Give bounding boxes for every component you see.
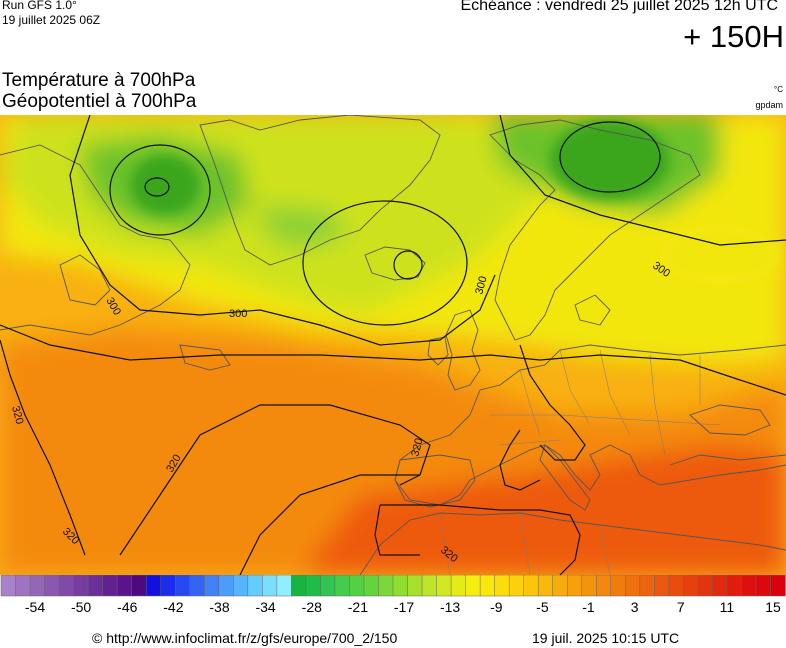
map-title-temperature: Température à 700hPa — [2, 70, 196, 91]
color-swatch — [508, 575, 525, 597]
color-swatch — [204, 575, 220, 597]
color-scale-tick-label: -1 — [582, 599, 595, 615]
color-swatch — [131, 575, 147, 597]
color-swatch — [683, 575, 699, 597]
color-scale-tick-label: 11 — [719, 599, 735, 615]
color-swatch — [73, 575, 89, 597]
color-scale-bar — [0, 575, 786, 597]
color-scale-tick-label: -9 — [490, 599, 503, 615]
color-swatch — [58, 575, 75, 597]
color-swatch — [44, 575, 60, 597]
color-swatch — [596, 575, 612, 597]
color-swatch — [218, 575, 234, 597]
color-scale-tick-label: -13 — [439, 599, 461, 615]
color-swatch — [566, 575, 583, 597]
color-swatch — [262, 575, 278, 597]
source-url[interactable]: © http://www.infoclimat.fr/z/gfs/europe/… — [92, 630, 398, 646]
contour-label: 320 — [409, 437, 425, 458]
forecast-map: 300 300 300 300 320 320 320 320 320 — [0, 115, 786, 575]
color-swatch — [378, 575, 394, 597]
color-swatch — [450, 575, 467, 597]
color-swatch — [363, 575, 380, 597]
color-swatch — [392, 575, 409, 597]
forecast-map-canvas: 300 300 300 300 320 320 320 320 320 — [0, 115, 786, 575]
color-swatch — [770, 575, 786, 597]
color-swatch — [15, 575, 31, 597]
color-scale-tick-label: -38 — [209, 599, 230, 615]
color-swatch — [654, 575, 670, 597]
color-swatch — [581, 575, 597, 597]
color-swatch — [87, 575, 104, 597]
color-swatch — [349, 575, 365, 597]
color-swatch — [479, 575, 496, 597]
color-swatch — [320, 575, 336, 597]
geopotential-unit: gpdam — [755, 100, 783, 110]
color-swatch — [755, 575, 772, 597]
color-scale-tick-label: -5 — [536, 599, 549, 615]
color-swatch — [189, 575, 205, 597]
map-title-geopotential: Géopotentiel à 700hPa — [2, 91, 197, 112]
color-swatch — [436, 575, 452, 597]
color-scale-tick-label: -42 — [163, 599, 184, 615]
temperature-field — [0, 115, 786, 575]
color-swatch — [712, 575, 728, 597]
color-swatch — [610, 575, 626, 597]
color-swatch — [552, 575, 568, 597]
color-swatch — [29, 575, 46, 597]
color-swatch — [625, 575, 641, 597]
color-swatch — [102, 575, 118, 597]
color-scale-tick-label: 15 — [765, 599, 781, 615]
forecast-valid-time: Echéance : vendredi 25 juillet 2025 12h … — [460, 0, 778, 14]
color-swatch — [291, 575, 307, 597]
geopotential-contours — [0, 115, 786, 575]
color-swatch — [334, 575, 351, 597]
color-swatch — [116, 575, 133, 597]
color-swatch — [305, 575, 322, 597]
color-scale-tick-label: -17 — [393, 599, 415, 615]
color-swatch — [697, 575, 714, 597]
color-swatch — [537, 575, 554, 597]
temperature-color-scale — [0, 575, 786, 597]
color-swatch — [174, 575, 191, 597]
color-swatch — [407, 575, 423, 597]
color-swatch — [160, 575, 176, 597]
color-scale-tick-label: -21 — [347, 599, 369, 615]
color-swatch — [465, 575, 481, 597]
country-borders — [439, 349, 721, 575]
temperature-unit: °C — [774, 85, 783, 94]
color-swatch — [668, 575, 685, 597]
color-swatch — [639, 575, 655, 597]
lead-time: + 150H — [683, 19, 784, 54]
color-scale-tick-label: -46 — [117, 599, 138, 615]
color-scale-tick-label: 3 — [630, 599, 639, 615]
contour-label: 300 — [229, 308, 247, 320]
color-swatch — [494, 575, 510, 597]
color-scale-tick-label: -54 — [24, 599, 46, 615]
run-label: Run GFS 1.0° — [2, 0, 77, 12]
color-scale-tick-label: -28 — [301, 599, 322, 615]
color-scale-tick-label: -50 — [70, 599, 92, 615]
contour-label: 320 — [9, 405, 25, 426]
color-swatch — [145, 575, 162, 597]
color-swatch — [523, 575, 539, 597]
color-swatch — [276, 575, 293, 597]
color-swatch — [726, 575, 743, 597]
contour-label: 300 — [473, 275, 489, 296]
color-swatch — [421, 575, 438, 597]
color-swatch — [247, 575, 263, 597]
color-swatch — [741, 575, 757, 597]
coastlines — [0, 115, 786, 575]
color-swatch — [233, 575, 249, 597]
color-swatch — [0, 575, 17, 597]
run-date: 19 juillet 2025 06Z — [2, 13, 101, 27]
color-scale-tick-label: 7 — [676, 599, 685, 615]
color-scale-tick-label: -34 — [255, 599, 276, 615]
generated-time: 19 juil. 2025 10:15 UTC — [532, 630, 680, 646]
